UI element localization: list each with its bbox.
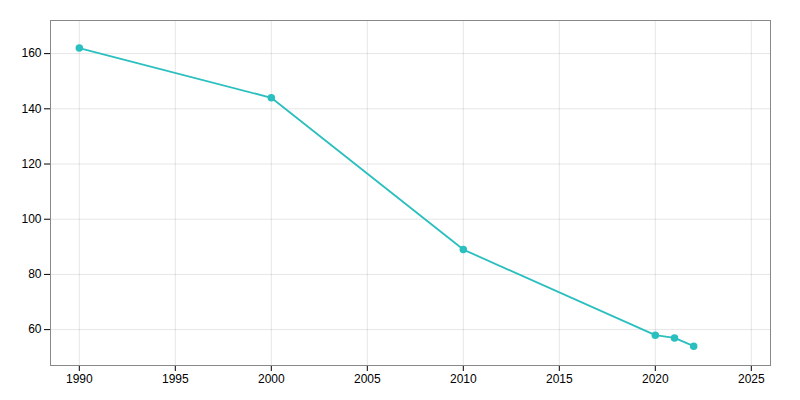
- svg-text:2025: 2025: [738, 372, 765, 386]
- svg-text:2015: 2015: [546, 372, 573, 386]
- svg-text:1990: 1990: [66, 372, 93, 386]
- svg-text:160: 160: [21, 46, 41, 60]
- svg-text:2005: 2005: [354, 372, 381, 386]
- svg-text:60: 60: [28, 322, 42, 336]
- svg-text:80: 80: [28, 267, 42, 281]
- svg-text:1995: 1995: [162, 372, 189, 386]
- svg-text:140: 140: [21, 102, 41, 116]
- svg-text:2010: 2010: [450, 372, 477, 386]
- svg-text:2000: 2000: [258, 372, 285, 386]
- svg-text:100: 100: [21, 212, 41, 226]
- svg-text:120: 120: [21, 157, 41, 171]
- svg-text:2020: 2020: [642, 372, 669, 386]
